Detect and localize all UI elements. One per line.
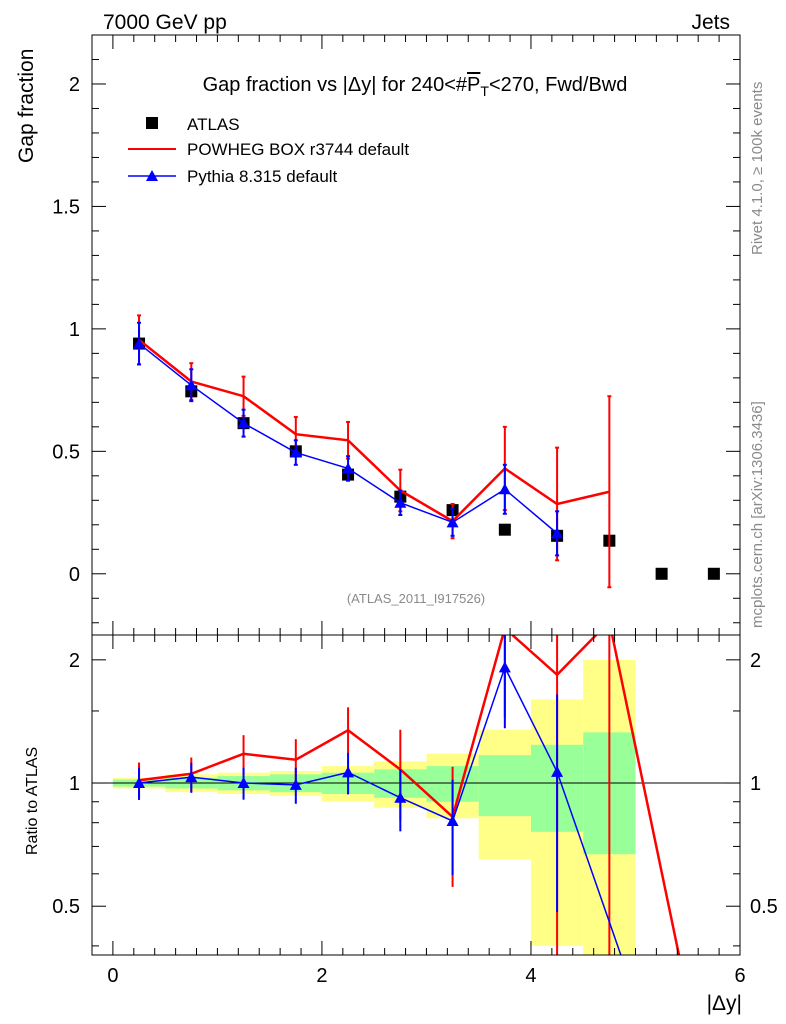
tick-label: 2 (69, 74, 80, 96)
category-label: Jets (691, 11, 730, 34)
tick-label: 1 (69, 319, 80, 341)
tick-label: 6 (734, 965, 745, 987)
x-axis-title: |Δy| (707, 992, 742, 1015)
tick-label: 0.5 (750, 896, 778, 918)
analysis-label: (ATLAS_2011_I917526) (347, 591, 485, 606)
axis-ticks: 0 2 4 6 0 0.5 1 1.5 2 0.5 0.5 1 1 2 2 (52, 34, 778, 987)
tick-label: 0.5 (52, 896, 80, 918)
pythia-marker (133, 337, 146, 349)
legend: ATLAS POWHEG BOX r3744 default Pythia 8.… (128, 115, 409, 186)
tick-label: 2 (69, 650, 80, 672)
pythia-marker (394, 496, 407, 508)
tick-label: 1 (69, 773, 80, 795)
tick-label: 0 (69, 564, 80, 586)
pythia-marker (446, 516, 459, 528)
pythia-marker (342, 462, 355, 474)
ratio-panel-marks (92, 635, 740, 955)
tick-label: 1 (750, 773, 761, 795)
legend-atlas-label: ATLAS (187, 115, 240, 134)
tick-label: 0.5 (52, 441, 80, 463)
y-axis-title-top: Gap fraction (15, 49, 38, 163)
pythia-marker (498, 483, 511, 495)
rivet-label: Rivet 4.1.0, ≥ 100k events (749, 82, 766, 255)
chart-title: Gap fraction vs |Δy| for 240<#PT<270, Fw… (203, 74, 628, 99)
atlas-data-point (707, 567, 720, 580)
tick-label: 1.5 (52, 196, 80, 218)
pythia-marker (289, 446, 302, 458)
legend-pythia-marker (146, 170, 158, 181)
tick-label: 2 (750, 650, 761, 672)
atlas-data-point (498, 523, 511, 536)
y-axis-title-bottom: Ratio to ATLAS (24, 747, 41, 855)
powheg-line (138, 338, 610, 523)
band-inner-bin (478, 755, 531, 817)
legend-atlas-marker (146, 117, 158, 129)
pythia-marker (551, 527, 564, 539)
tick-label: 2 (316, 965, 327, 987)
ratio-panel-frame (91, 634, 741, 956)
legend-powheg-label: POWHEG BOX r3744 default (187, 140, 409, 159)
tick-label: 4 (525, 965, 536, 987)
legend-pythia-label: Pythia 8.315 default (187, 167, 338, 186)
pythia-marker (237, 417, 250, 429)
pythia-ratio-line (138, 665, 622, 955)
mcplots-label: mcplots.cern.ch [arXiv:1306.3436] (749, 401, 766, 628)
atlas-data-point (655, 567, 668, 580)
pythia-marker (185, 379, 198, 391)
tick-label: 0 (107, 965, 118, 987)
top-panel-marks (133, 314, 720, 589)
energy-label: 7000 GeV pp (103, 11, 227, 34)
